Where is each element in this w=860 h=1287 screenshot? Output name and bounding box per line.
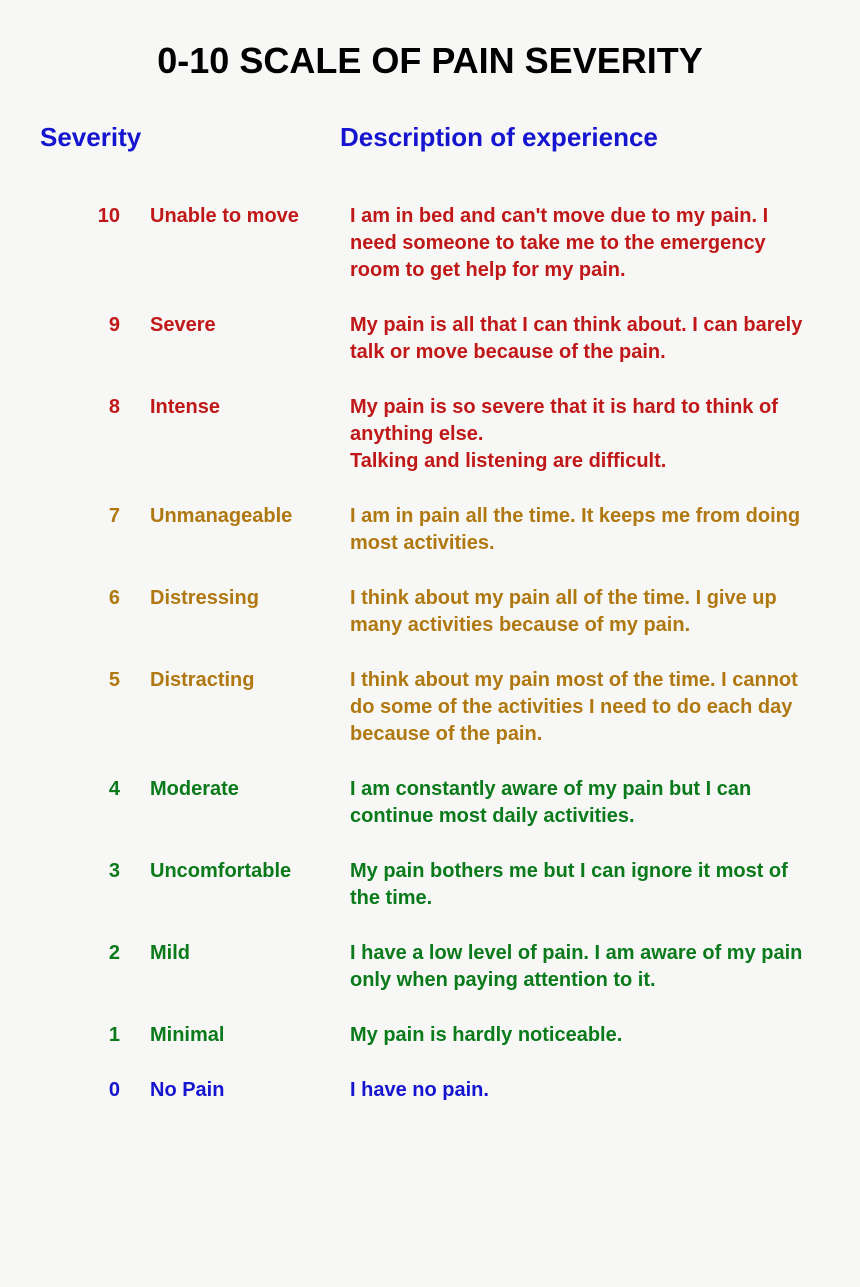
header-description: Description of experience xyxy=(340,122,820,153)
pain-label: Minimal xyxy=(150,1022,350,1049)
table-row: 3UncomfortableMy pain bothers me but I c… xyxy=(40,858,820,912)
pain-label: Intense xyxy=(150,394,350,475)
table-row: 4ModerateI am constantly aware of my pai… xyxy=(40,776,820,830)
column-headers: Severity Description of experience xyxy=(40,122,820,153)
table-row: 7UnmanageableI am in pain all the time. … xyxy=(40,503,820,557)
pain-level: 3 xyxy=(40,858,150,912)
pain-level: 0 xyxy=(40,1077,150,1104)
pain-label: Unable to move xyxy=(150,203,350,284)
pain-level: 4 xyxy=(40,776,150,830)
pain-label: Mild xyxy=(150,940,350,994)
pain-level: 6 xyxy=(40,585,150,639)
pain-description: I have a low level of pain. I am aware o… xyxy=(350,940,820,994)
pain-description: My pain bothers me but I can ignore it m… xyxy=(350,858,820,912)
pain-level: 9 xyxy=(40,312,150,366)
pain-level: 2 xyxy=(40,940,150,994)
pain-description: My pain is so severe that it is hard to … xyxy=(350,394,820,475)
header-severity: Severity xyxy=(40,122,340,153)
pain-level: 7 xyxy=(40,503,150,557)
pain-description: I have no pain. xyxy=(350,1077,820,1104)
pain-label: Distracting xyxy=(150,667,350,748)
pain-label: Distressing xyxy=(150,585,350,639)
pain-level: 1 xyxy=(40,1022,150,1049)
pain-description: I am constantly aware of my pain but I c… xyxy=(350,776,820,830)
pain-level: 8 xyxy=(40,394,150,475)
pain-label: Uncomfortable xyxy=(150,858,350,912)
table-row: 2MildI have a low level of pain. I am aw… xyxy=(40,940,820,994)
pain-description: I think about my pain most of the time. … xyxy=(350,667,820,748)
pain-level: 5 xyxy=(40,667,150,748)
table-row: 9SevereMy pain is all that I can think a… xyxy=(40,312,820,366)
table-row: 10Unable to moveI am in bed and can't mo… xyxy=(40,203,820,284)
table-row: 6DistressingI think about my pain all of… xyxy=(40,585,820,639)
pain-description: My pain is all that I can think about. I… xyxy=(350,312,820,366)
table-row: 8IntenseMy pain is so severe that it is … xyxy=(40,394,820,475)
table-row: 5DistractingI think about my pain most o… xyxy=(40,667,820,748)
pain-label: Unmanageable xyxy=(150,503,350,557)
pain-level: 10 xyxy=(40,203,150,284)
page-title: 0-10 SCALE OF PAIN SEVERITY xyxy=(40,40,820,82)
pain-label: No Pain xyxy=(150,1077,350,1104)
pain-label: Moderate xyxy=(150,776,350,830)
pain-scale-table: 10Unable to moveI am in bed and can't mo… xyxy=(40,203,820,1104)
pain-description: My pain is hardly noticeable. xyxy=(350,1022,820,1049)
table-row: 1MinimalMy pain is hardly noticeable. xyxy=(40,1022,820,1049)
pain-description: I think about my pain all of the time. I… xyxy=(350,585,820,639)
pain-description: I am in pain all the time. It keeps me f… xyxy=(350,503,820,557)
table-row: 0No PainI have no pain. xyxy=(40,1077,820,1104)
pain-description: I am in bed and can't move due to my pai… xyxy=(350,203,820,284)
pain-label: Severe xyxy=(150,312,350,366)
